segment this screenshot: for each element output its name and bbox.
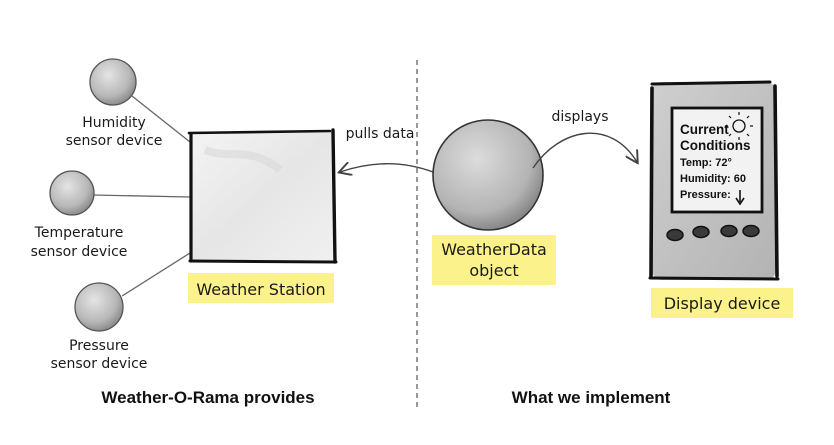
temperature-sensor: Temperature sensor device <box>31 170 128 260</box>
pulls-data-label: pulls data <box>346 126 415 142</box>
displays-arrow-line <box>532 132 637 169</box>
right-section-caption: What we implement <box>512 388 671 407</box>
temperature-sensor-sphere <box>49 170 95 216</box>
pulls-data-arrow-line <box>340 164 434 172</box>
humidity-sensor: Humidity sensor device <box>66 58 163 149</box>
weather-data-sphere <box>432 119 544 231</box>
screen-title-line-2: Conditions <box>680 138 751 153</box>
temperature-connector <box>92 194 191 198</box>
humidity-connector <box>131 95 191 143</box>
arrow-down-icon <box>735 190 745 206</box>
weather-data-label-1: WeatherData <box>441 240 547 259</box>
humidity-sensor-label-1: Humidity <box>82 115 145 131</box>
screen-temp: Temp: 72° <box>680 157 732 169</box>
display-button-4[interactable] <box>742 224 760 238</box>
humidity-sensor-sphere <box>89 58 137 106</box>
left-section-caption: Weather-O-Rama provides <box>101 388 314 407</box>
sun-icon <box>725 112 753 140</box>
display-button-3[interactable] <box>720 224 738 238</box>
screen-pressure: Pressure: <box>680 189 731 201</box>
pressure-sensor-sphere <box>74 282 124 332</box>
pressure-sensor: Pressure sensor device <box>51 282 148 372</box>
displays-arrow: displays <box>532 109 637 169</box>
humidity-sensor-label-2: sensor device <box>66 133 163 149</box>
pulls-data-arrow: pulls data <box>340 126 434 172</box>
display-device-label: Display device <box>664 294 781 313</box>
display-button-2[interactable] <box>692 225 710 239</box>
display-device-highlight <box>651 288 793 318</box>
display-screen <box>670 106 764 214</box>
display-button-1[interactable] <box>666 228 684 242</box>
weather-data-object: WeatherData object <box>432 119 556 285</box>
weather-data-label-2: object <box>469 261 518 280</box>
screen-title-line-1: Current <box>680 122 729 137</box>
temperature-sensor-label-2: sensor device <box>31 244 128 260</box>
pressure-sensor-label-2: sensor device <box>51 356 148 372</box>
display-device: Current Conditions Temp: 72° Humidity: 6… <box>648 80 793 318</box>
weather-station-highlight <box>188 273 334 303</box>
screen-humidity: Humidity: 60 <box>680 173 746 185</box>
pressure-connector <box>121 252 191 297</box>
weather-station: Weather Station <box>187 128 338 303</box>
displays-label: displays <box>551 109 608 125</box>
pressure-sensor-label-1: Pressure <box>69 338 129 354</box>
weather-data-highlight <box>432 235 556 285</box>
weather-station-label: Weather Station <box>196 280 325 299</box>
temperature-sensor-label-1: Temperature <box>34 225 124 241</box>
